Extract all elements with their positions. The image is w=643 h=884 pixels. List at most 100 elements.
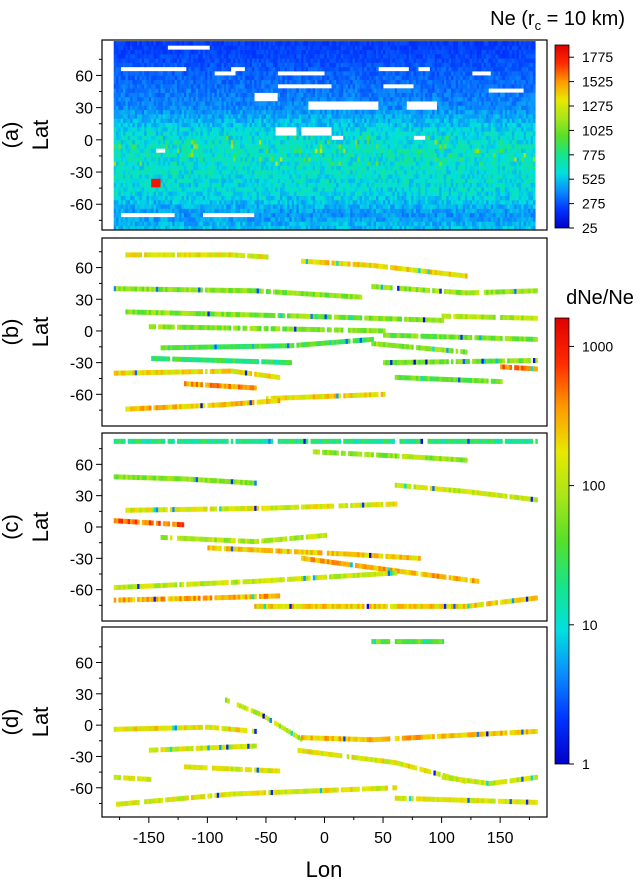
heatmap-cell	[404, 114, 407, 119]
heatmap-cell	[280, 114, 283, 119]
heatmap-cell	[186, 174, 189, 179]
heatmap-cell	[472, 178, 475, 184]
heatmap-cell	[376, 221, 379, 226]
heatmap-cell	[467, 139, 471, 145]
heatmap-cell	[509, 161, 513, 166]
heatmap-cell	[132, 126, 136, 132]
heatmap-cell	[216, 118, 220, 123]
heatmap-cell	[441, 169, 445, 175]
heatmap-cell	[514, 182, 517, 188]
heatmap-cell	[249, 182, 253, 188]
heatmap-cell	[528, 208, 531, 214]
heatmap-cell	[490, 148, 494, 154]
heatmap-cell	[228, 225, 232, 231]
heatmap-cell	[134, 114, 138, 119]
heatmap-cell	[394, 148, 398, 154]
heatmap-cell	[191, 105, 194, 111]
heatmap-cell	[399, 152, 403, 158]
heatmap-cell	[488, 212, 492, 218]
heatmap-cell	[153, 135, 157, 141]
heatmap-cell	[493, 182, 496, 188]
heatmap-cell	[343, 169, 346, 175]
heatmap-cell	[153, 144, 157, 149]
heatmap-cell	[183, 191, 187, 196]
heatmap-cell	[223, 152, 227, 158]
heatmap-cell	[483, 114, 487, 119]
heatmap-cell	[439, 126, 442, 132]
heatmap-cell	[174, 144, 178, 149]
heatmap-cell	[383, 161, 386, 166]
heatmap-cell	[509, 178, 513, 184]
heatmap-cell	[458, 212, 461, 218]
heatmap-cell	[214, 157, 218, 162]
heatmap-cell	[516, 204, 520, 209]
heatmap-cell	[169, 157, 173, 162]
heatmap-cell	[488, 135, 492, 141]
heatmap-cell	[123, 195, 126, 201]
heatmap-cell	[497, 109, 501, 115]
heatmap-cell	[472, 169, 475, 175]
heatmap-cell	[408, 187, 412, 192]
heatmap-cell	[476, 174, 480, 179]
heatmap-cell	[465, 217, 468, 222]
heatmap-cell	[411, 122, 414, 128]
heatmap-cell	[497, 144, 501, 149]
heatmap-cell	[221, 161, 225, 166]
heatmap-cell	[172, 174, 175, 179]
heatmap-cell	[458, 195, 461, 201]
heatmap-cell	[120, 144, 124, 149]
heatmap-cell	[326, 182, 330, 188]
heatmap-cell	[181, 195, 185, 201]
heatmap-cell	[284, 135, 288, 141]
heatmap-cell	[502, 208, 506, 214]
heatmap-cell	[364, 208, 367, 214]
heatmap-cell	[249, 109, 253, 115]
heatmap-cell	[338, 118, 342, 123]
heatmap-cell	[497, 221, 501, 226]
heatmap-cell	[397, 195, 400, 201]
heatmap-cell	[160, 161, 164, 166]
heatmap-cell	[338, 225, 342, 231]
heatmap-cell	[530, 161, 534, 166]
heatmap-cell	[176, 152, 180, 158]
heatmap-cell	[401, 212, 405, 218]
heatmap-cell	[162, 109, 166, 115]
heatmap-cell	[338, 169, 342, 175]
heatmap-cell	[378, 169, 382, 175]
heatmap-cell	[380, 161, 384, 166]
heatmap-cell	[371, 225, 374, 231]
heatmap-cell	[284, 174, 288, 179]
heatmap-cell	[282, 182, 285, 188]
heatmap-cell	[404, 178, 407, 184]
heatmap-cell	[404, 217, 407, 222]
heatmap-cell	[317, 221, 321, 226]
heatmap-cell	[179, 191, 182, 196]
heatmap-cell	[291, 144, 295, 149]
heatmap-cell	[195, 217, 199, 222]
heatmap-cell	[333, 157, 337, 162]
heatmap-cell	[439, 174, 442, 179]
heatmap-cell	[359, 131, 363, 136]
heatmap-cell	[376, 152, 379, 158]
heatmap-cell	[507, 169, 510, 175]
heatmap-cell	[312, 169, 316, 175]
heatmap-cell	[310, 157, 314, 162]
heatmap-cell	[331, 187, 335, 192]
heatmap-cell	[532, 195, 536, 201]
heatmap-cell	[228, 174, 232, 179]
heatmap-cell	[413, 217, 417, 222]
heatmap-cell	[130, 144, 133, 149]
heatmap-cell	[326, 174, 330, 179]
heatmap-cell	[333, 204, 337, 209]
heatmap-cell	[404, 174, 407, 179]
heatmap-cell	[160, 217, 164, 222]
heatmap-cell	[277, 135, 281, 141]
heatmap-cell	[146, 182, 150, 188]
heatmap-cell	[254, 122, 257, 128]
heatmap-cell	[265, 139, 269, 145]
heatmap-cell	[474, 152, 478, 158]
heatmap-cell	[413, 178, 417, 184]
heatmap-cell	[333, 208, 337, 214]
heatmap-cell	[514, 195, 517, 201]
heatmap-cell	[317, 174, 321, 179]
